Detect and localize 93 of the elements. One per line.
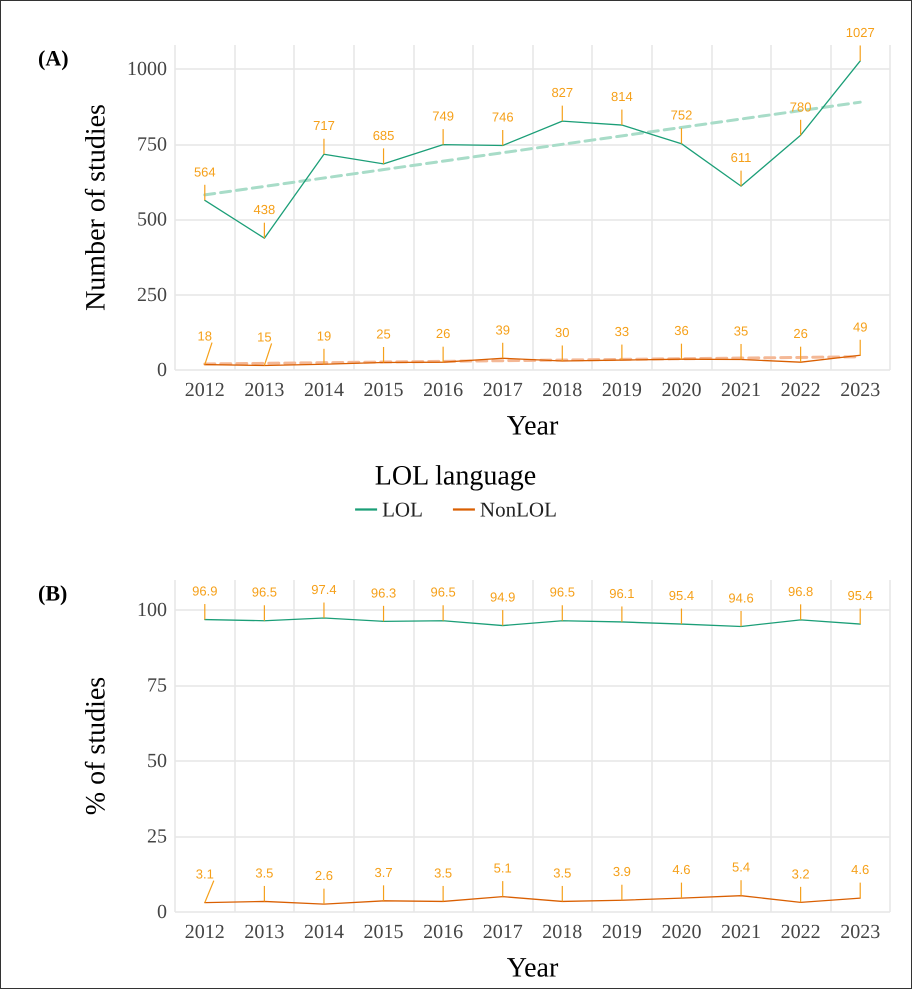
- x-tick-label: 2014: [304, 921, 344, 943]
- data-label: 611: [730, 150, 752, 166]
- x-tick-label: 2022: [780, 921, 821, 943]
- data-label: 3.5: [434, 865, 452, 880]
- y-tick-label: 0: [157, 901, 167, 923]
- data-label: 94.6: [728, 590, 754, 606]
- data-label: 33: [614, 324, 630, 340]
- x-tick-label: 2023: [840, 921, 880, 943]
- data-label: 36: [674, 323, 689, 338]
- data-label: 96.1: [609, 586, 635, 601]
- data-label: 94.9: [490, 590, 516, 605]
- data-label: 3.5: [553, 865, 572, 880]
- data-label: 25: [376, 326, 391, 342]
- data-label: 19: [316, 328, 332, 344]
- legend-title: LOL language: [374, 460, 536, 492]
- x-tick-label: 2020: [661, 379, 702, 401]
- data-label: 96.5: [252, 584, 278, 600]
- x-tick-label: 2015: [364, 379, 404, 401]
- data-label: 96.5: [550, 584, 575, 600]
- data-label: 780: [790, 99, 812, 114]
- x-tick-label: 2014: [304, 379, 344, 401]
- data-label: 438: [254, 202, 276, 218]
- legend-label: LOL: [382, 498, 423, 522]
- data-label: 35: [734, 323, 748, 338]
- data-label: 717: [313, 118, 335, 134]
- data-label: 685: [372, 128, 394, 143]
- data-label: 18: [198, 328, 212, 344]
- data-label: 97.4: [311, 582, 337, 598]
- y-tick-label: 100: [137, 599, 167, 622]
- x-tick-label: 2023: [840, 379, 880, 401]
- x-tick-label: 2018: [542, 921, 582, 943]
- x-tick-label: 2018: [542, 379, 582, 401]
- x-tick-label: 2021: [721, 921, 762, 943]
- x-tick-label: 2013: [244, 921, 284, 943]
- x-tick-label: 2016: [423, 921, 464, 943]
- y-tick-label: 25: [147, 826, 167, 848]
- y-tick-label: 1000: [127, 58, 167, 80]
- line-series: [204, 895, 861, 905]
- text: (A): [38, 46, 69, 70]
- y-tick-label: 500: [137, 208, 167, 231]
- data-label: 3.1: [196, 866, 214, 882]
- y-tick-label: 750: [137, 133, 167, 156]
- y-axis-title: % of studies: [80, 676, 112, 816]
- x-tick-label: 2020: [661, 921, 702, 943]
- data-label: 749: [432, 108, 454, 124]
- x-tick-label: 2019: [602, 921, 642, 943]
- data-label: 4.6: [851, 862, 870, 878]
- y-tick-label: 75: [147, 674, 167, 697]
- data-label: 3.5: [255, 865, 274, 880]
- data-label: 2.6: [314, 868, 333, 884]
- data-label: 746: [492, 110, 514, 125]
- data-label: 5.1: [494, 860, 512, 876]
- x-tick-label: 2016: [423, 379, 464, 401]
- x-tick-label: 2019: [602, 379, 642, 401]
- y-tick-label: 50: [147, 750, 167, 772]
- data-label: 3.9: [612, 864, 631, 880]
- line-series: [204, 617, 861, 628]
- data-label: 827: [551, 85, 574, 100]
- legend-label: NonLOL: [480, 498, 557, 522]
- data-label: 96.8: [788, 584, 814, 599]
- data-label: 39: [495, 322, 510, 338]
- x-axis-title: Year: [506, 952, 559, 984]
- data-label: 4.6: [672, 862, 690, 878]
- data-label: 814: [611, 89, 633, 104]
- text: (B): [38, 580, 68, 606]
- data-label: 95.4: [848, 588, 873, 604]
- x-tick-label: 2012: [184, 379, 225, 401]
- data-label: 95.4: [668, 588, 694, 604]
- data-label: 30: [555, 324, 570, 340]
- data-label: 26: [436, 326, 450, 342]
- x-tick-label: 2017: [482, 379, 523, 401]
- x-tick-label: 2015: [364, 921, 404, 943]
- data-label: 752: [670, 108, 692, 123]
- y-axis-title: Number of studies: [80, 104, 112, 311]
- data-label: 1027: [846, 24, 875, 40]
- x-tick-label: 2017: [482, 921, 523, 943]
- data-label: 15: [257, 329, 272, 344]
- y-tick-label: 0: [157, 359, 167, 381]
- x-tick-label: 2013: [244, 379, 284, 401]
- data-label: 96.5: [430, 584, 456, 600]
- data-label: 96.9: [192, 584, 218, 599]
- data-label: 3.2: [792, 866, 810, 882]
- data-label: 49: [852, 319, 868, 334]
- data-label: 5.4: [732, 860, 750, 875]
- data-label: 564: [194, 164, 216, 180]
- x-axis-title: Year: [506, 410, 559, 442]
- x-tick-label: 2012: [184, 921, 225, 943]
- data-label: 96.3: [370, 585, 396, 600]
- data-label: 26: [793, 326, 808, 342]
- x-tick-label: 2022: [780, 379, 821, 401]
- x-tick-label: 2021: [721, 379, 762, 401]
- data-label: 3.7: [374, 864, 393, 880]
- y-tick-label: 250: [137, 284, 167, 306]
